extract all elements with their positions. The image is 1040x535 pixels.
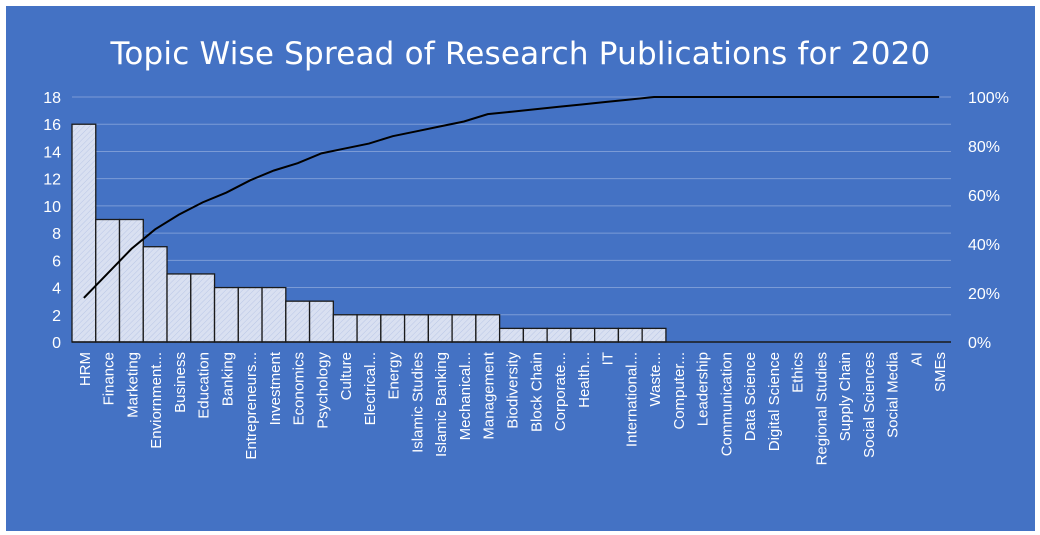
bar [118, 218, 144, 343]
pareto-chart: 0 2 4 6 8 10 12 14 16 18 0% 20% 40% 60% 80% 100% HRM Fina… [43, 90, 1009, 465]
x-tick-label: SMEs [932, 352, 949, 392]
x-tick-label: Data Science [742, 352, 759, 441]
bar [380, 314, 406, 343]
bar [71, 123, 97, 343]
bar [593, 327, 620, 343]
x-tick-label: Culture [338, 352, 355, 400]
x-tick-label: Education [196, 352, 213, 419]
x-tick-label: Entrepreneurs... [243, 352, 260, 460]
x-tick-label: Economics [291, 352, 308, 425]
y-tick-label: 2 [52, 308, 61, 325]
y-tick-label: 6 [52, 253, 61, 270]
y2-tick-label: 20% [968, 286, 1000, 303]
bar [166, 273, 192, 343]
x-tick-label: Corporate... [552, 352, 569, 431]
x-tick-label: Business [172, 352, 189, 413]
x-tick-label: Leadership [695, 352, 712, 426]
x-tick-label: Social Media [885, 351, 902, 438]
x-tick-label: Islamic Studies [409, 352, 426, 453]
bar [498, 327, 525, 343]
bar [546, 327, 572, 343]
x-tick-label: Marketing [124, 352, 141, 418]
bar [641, 327, 667, 343]
y-tick-label: 8 [52, 226, 61, 243]
bar [522, 327, 548, 343]
y-tick-label: 14 [43, 144, 61, 161]
bar [261, 286, 287, 343]
bar [285, 300, 311, 343]
x-tick-label: Computer... [671, 352, 688, 430]
y-tick-label: 4 [52, 281, 61, 298]
bar [332, 314, 358, 343]
chart-title: Topic Wise Spread of Research Publicatio… [110, 36, 931, 72]
bar [190, 273, 216, 343]
y2-tick-label: 100% [968, 90, 1009, 107]
y2-tick-label: 40% [968, 237, 1000, 254]
y-tick-label: 18 [43, 90, 61, 107]
x-tick-label: Ethics [790, 352, 807, 393]
y2-tick-label: 60% [968, 188, 1000, 205]
x-tick-label: Enviornment... [148, 352, 165, 449]
x-tick-label: Investment [267, 351, 284, 425]
x-tick-label: Management [481, 351, 498, 439]
bar [475, 314, 501, 343]
bar [403, 314, 430, 343]
y2-tick-label: 0% [968, 335, 991, 352]
x-tick-label: Biodiversity [505, 352, 522, 429]
bar [617, 327, 643, 343]
x-tick-label: Health... [576, 352, 593, 408]
cumulative-line [83, 96, 940, 299]
x-tick-label: Supply Chain [837, 352, 854, 441]
x-tick-label: Energy [386, 352, 403, 400]
bar [570, 327, 596, 343]
x-tick-label: Digital Science [766, 352, 783, 451]
bar [356, 314, 382, 343]
x-tick-label: Communication [718, 352, 735, 456]
x-tick-label: International... [623, 352, 640, 447]
x-tick-label: IT [600, 352, 617, 365]
bar [451, 314, 477, 343]
x-tick-label: Social Sciences [861, 352, 878, 458]
y2-tick-label: 80% [968, 139, 1000, 156]
bar [237, 286, 263, 343]
x-tick-label: Finance [101, 352, 118, 405]
x-tick-label: Psychology [314, 352, 331, 429]
y-tick-label: 16 [43, 117, 61, 134]
x-tick-label: Banking [219, 352, 236, 406]
x-tick-label: Regional Studies [813, 352, 830, 465]
bar [213, 286, 239, 343]
x-tick-label: Waste... [647, 352, 664, 406]
bar [427, 314, 453, 343]
x-tick-label: Block Chain [528, 352, 545, 432]
bar [308, 300, 334, 343]
chart-area: Topic Wise Spread of Research Publicatio… [6, 6, 1035, 531]
y-tick-label: 0 [52, 335, 61, 352]
bar [142, 246, 168, 343]
x-tick-label: HRM [77, 352, 94, 386]
x-tick-label: AI [908, 352, 925, 366]
x-tick-label: Electrical... [362, 352, 379, 425]
y-tick-label: 10 [43, 199, 61, 216]
x-tick-label: Mechanical... [457, 352, 474, 440]
x-tick-label: Islamic Banking [433, 352, 450, 457]
y-tick-label: 12 [43, 172, 61, 189]
